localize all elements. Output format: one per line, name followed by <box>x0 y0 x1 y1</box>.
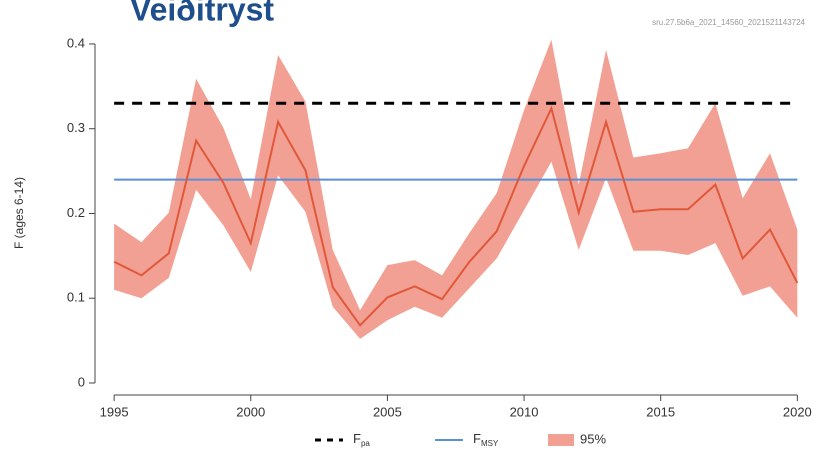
legend-label-main: F <box>353 431 361 446</box>
legend-label-sub: MSY <box>481 439 499 448</box>
x-tick-label: 1995 <box>100 404 129 419</box>
x-tick-label: 2020 <box>783 404 812 419</box>
y-tick-label: 0.4 <box>67 35 85 50</box>
legend-label-main: F <box>473 431 481 446</box>
chart-title: Veiðitryst <box>130 0 274 27</box>
y-tick-label: 0.2 <box>67 205 85 220</box>
confidence-band <box>114 39 798 339</box>
legend-label: Fpa <box>353 431 370 448</box>
legend-label: 95% <box>580 431 606 446</box>
y-tick-label: 0.1 <box>67 290 85 305</box>
legend-label-sub: pa <box>361 439 370 448</box>
legend-swatch <box>548 434 574 446</box>
y-axis-label: F (ages 6-14) <box>12 177 26 249</box>
x-tick-label: 2010 <box>510 404 539 419</box>
x-tick-label: 2015 <box>646 404 675 419</box>
chart-subtitle: sru.27.5b6a_2021_14560_2021521143724 <box>652 18 805 27</box>
x-tick-label: 2000 <box>236 404 265 419</box>
x-tick-label: 2005 <box>373 404 402 419</box>
data-line <box>113 105 799 327</box>
legend-label: FMSY <box>473 431 499 448</box>
y-tick-label: 0.3 <box>67 120 85 135</box>
y-tick-label: 0 <box>78 374 85 389</box>
